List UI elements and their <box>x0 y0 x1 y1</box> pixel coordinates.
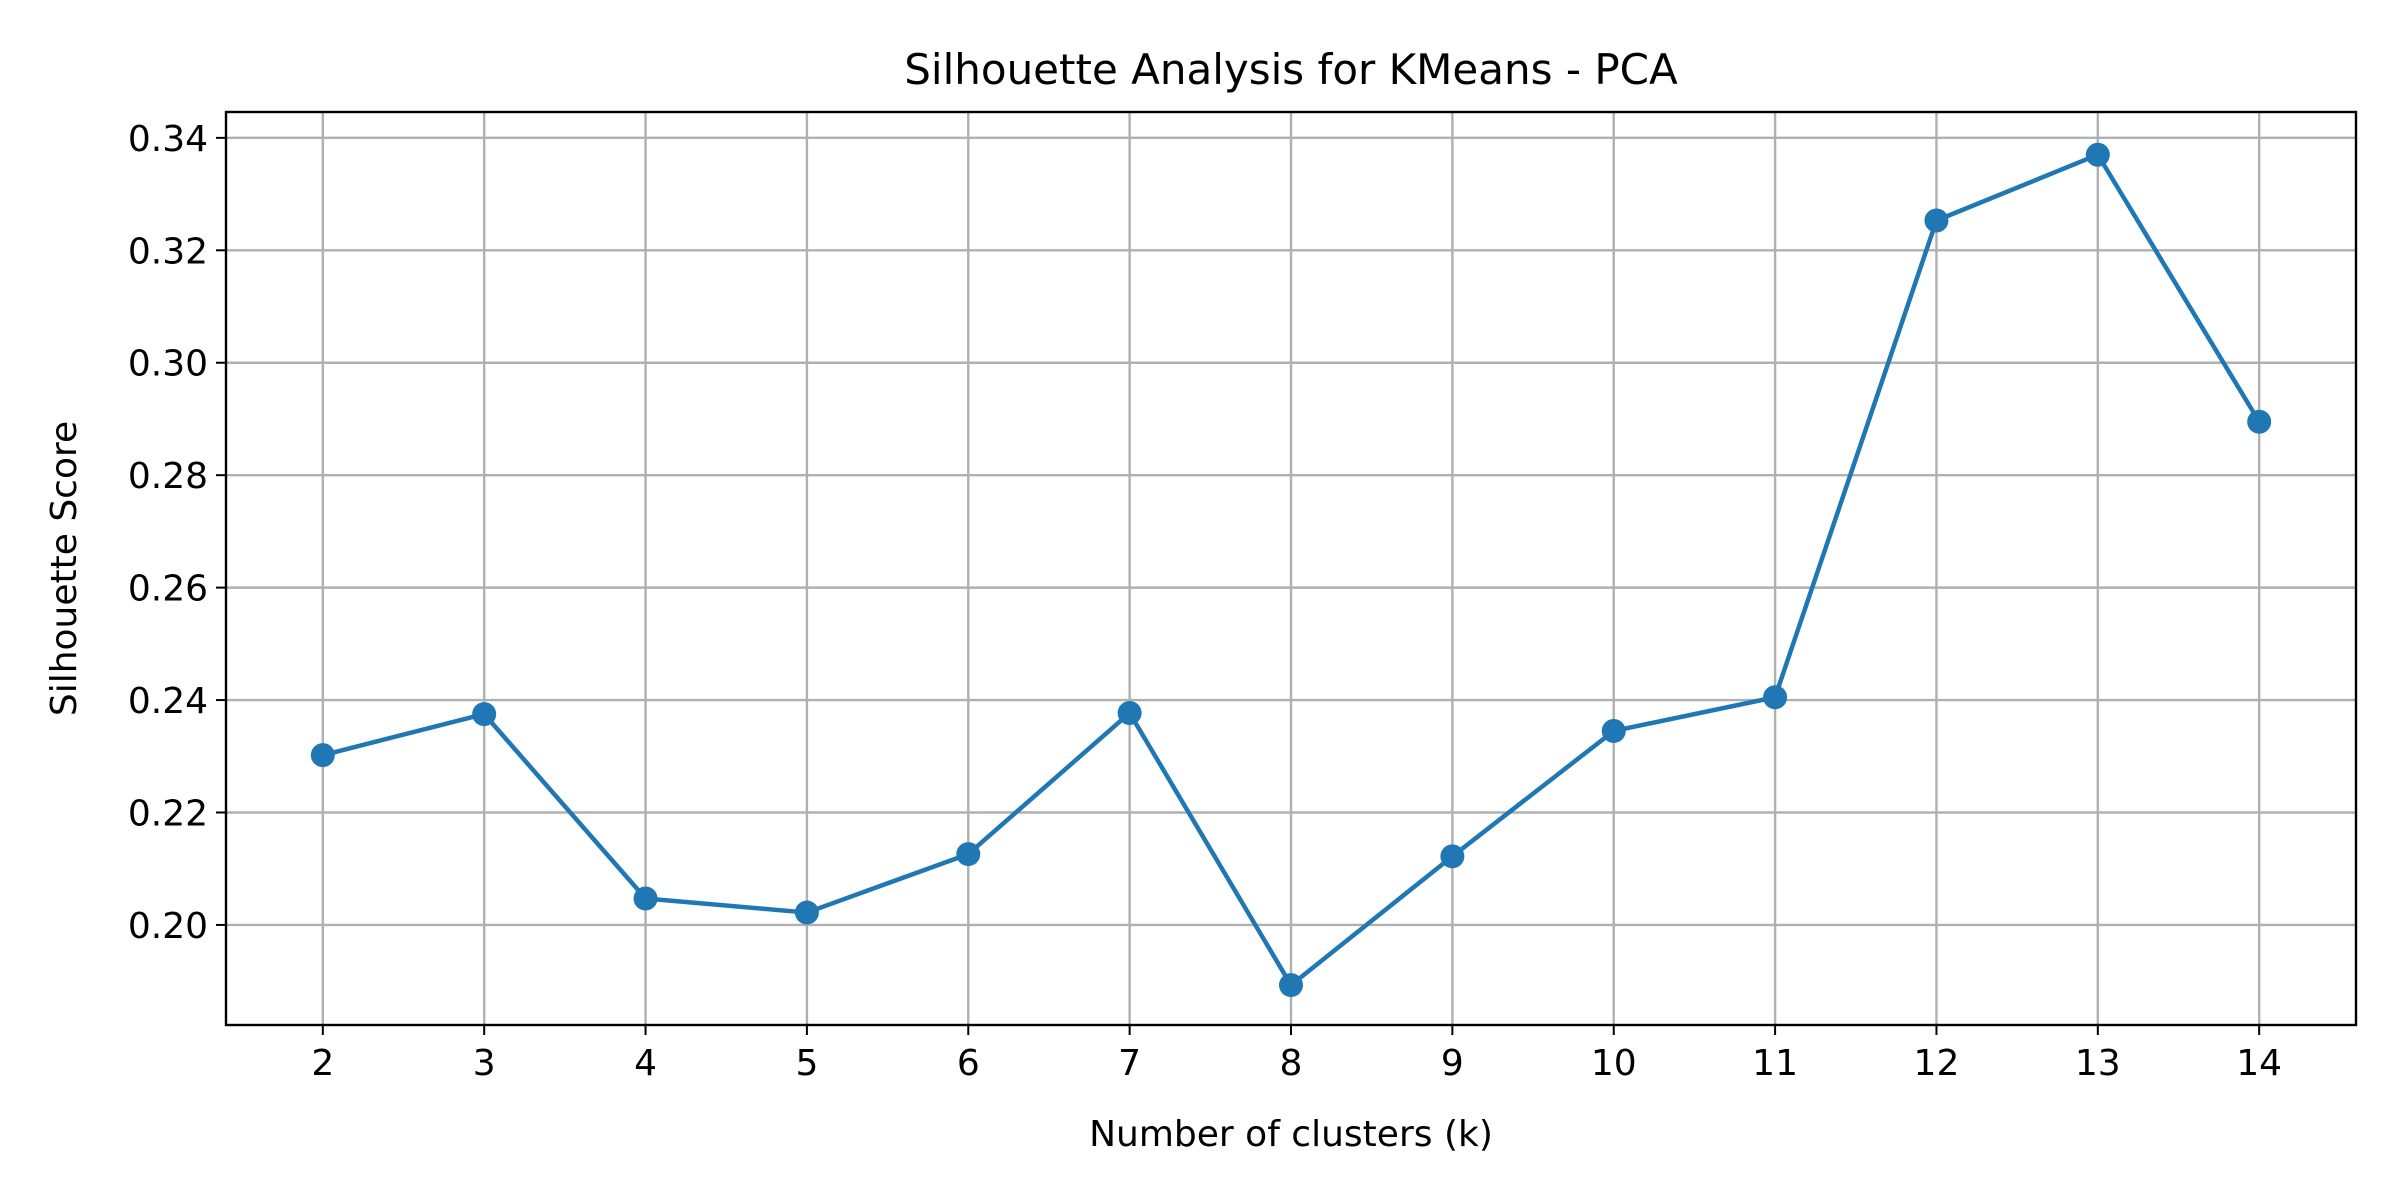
x-tick-label: 14 <box>2236 1043 2282 1084</box>
x-tick-label: 9 <box>1441 1043 1464 1084</box>
data-point <box>1601 718 1626 743</box>
series-layer <box>310 142 2272 998</box>
y-tick-label: 0.24 <box>128 681 208 722</box>
axes-frame <box>224 110 2358 1027</box>
y-tick-label: 0.34 <box>128 119 208 160</box>
y-tick-label: 0.20 <box>128 906 208 947</box>
x-tick-label: 7 <box>1118 1043 1141 1084</box>
x-tick-label: 8 <box>1280 1043 1303 1084</box>
x-tick-label: 3 <box>473 1043 496 1084</box>
data-point <box>633 886 658 911</box>
data-point <box>794 900 819 925</box>
data-point <box>1279 973 1303 998</box>
y-tick-label: 0.30 <box>128 344 208 385</box>
x-axis-label: Number of clusters (k) <box>1089 1114 1493 1155</box>
data-point <box>1924 208 1949 233</box>
data-point <box>310 743 335 768</box>
y-tick-label: 0.28 <box>128 456 208 497</box>
x-tick-label: 6 <box>957 1043 980 1084</box>
data-point <box>472 702 497 727</box>
x-tick-label: 11 <box>1752 1043 1798 1084</box>
x-tick-label: 13 <box>2075 1043 2121 1084</box>
x-tick-label: 2 <box>311 1043 334 1084</box>
chart-title: Silhouette Analysis for KMeans - PCA <box>904 45 1678 94</box>
x-tick-label: 10 <box>1591 1043 1637 1084</box>
x-tick-label: 12 <box>1914 1043 1960 1084</box>
x-tick-label: 5 <box>795 1043 818 1084</box>
data-point <box>956 842 981 867</box>
y-tick-label: 0.22 <box>128 793 208 834</box>
y-tick-label: 0.26 <box>128 569 208 610</box>
grid <box>226 112 2356 1025</box>
data-point <box>2085 142 2110 167</box>
data-point <box>1440 844 1465 869</box>
data-point <box>2247 409 2272 434</box>
data-point <box>1763 685 1788 710</box>
data-point <box>1117 700 1142 725</box>
axis-ticks: 2 3 4 5 6 7 8 9 10 11 12 13 14 0.20 0.22 0.24 0.26 0.28 0.… <box>128 119 2282 1084</box>
y-tick-label: 0.32 <box>128 231 208 272</box>
x-tick-label: 4 <box>634 1043 657 1084</box>
y-axis-label: Silhouette Score <box>44 421 85 716</box>
